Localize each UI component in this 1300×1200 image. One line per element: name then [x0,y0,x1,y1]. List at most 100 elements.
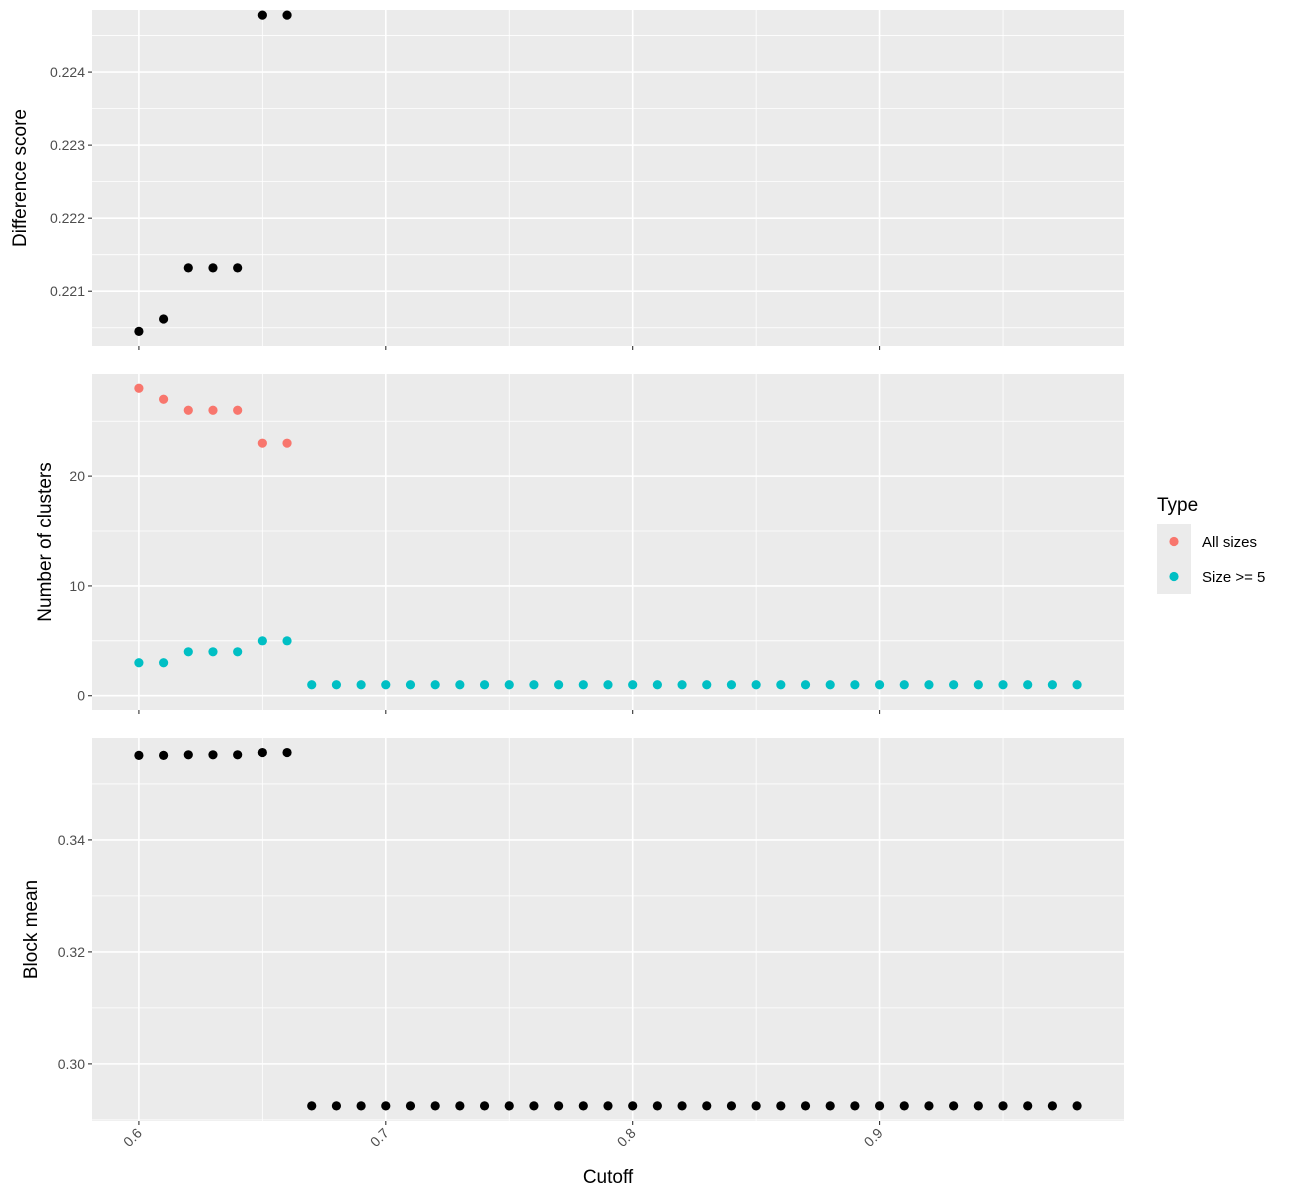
y-tick-label: 0.224 [50,64,85,80]
data-point [479,1101,490,1111]
data-point [973,680,983,690]
data-point [924,1101,934,1111]
data-point [134,326,144,336]
data-point [702,680,712,690]
legend: Type All sizes Size >= 5 [1157,495,1265,594]
data-point [405,1101,416,1111]
panel-background [92,374,1124,710]
data-point [751,680,761,690]
data-point [331,680,342,690]
y-tick-label: 0.32 [58,944,85,960]
data-point [578,680,588,690]
data-point [504,680,514,690]
data-point [233,750,243,760]
data-point [331,1101,342,1111]
data-point [208,750,218,760]
data-point [134,658,144,668]
series-points [134,636,1082,690]
y-tick-label: 10 [69,578,85,594]
panel-block: 0.30 0.32 0.34 Block mean [21,738,1124,1125]
x-axis-title: Cutoff [583,1167,634,1188]
data-point [208,647,218,657]
legend-label: Size >= 5 [1202,569,1265,586]
data-point [282,438,292,448]
data-point [726,1101,737,1111]
data-point [504,1101,514,1111]
data-point [751,1101,761,1111]
series-points [134,747,1082,1111]
data-point [430,1101,440,1111]
data-point [405,680,416,690]
data-point [652,680,662,690]
data-point [233,263,243,273]
data-point [282,636,292,646]
data-point [158,658,169,668]
data-point [356,1101,366,1111]
data-point [158,394,169,404]
data-point [924,680,934,690]
data-point [158,314,169,324]
panel-background [92,10,1124,346]
data-point [874,1101,885,1111]
data-point [1047,680,1058,690]
data-point [208,263,218,273]
y-tick-label: 0.221 [50,283,85,299]
data-point [257,747,267,758]
data-point [677,680,687,690]
data-point [776,680,786,690]
data-point [554,680,564,690]
data-point [628,1101,638,1111]
legend-entry: All sizes [1157,524,1257,559]
data-point [529,680,539,690]
data-point [208,405,218,415]
data-point [257,636,267,646]
data-point [455,1101,465,1111]
data-point [652,1101,662,1111]
data-point [603,680,613,690]
data-point [998,1101,1008,1111]
legend-title: Type [1157,495,1198,516]
y-tick-label: 0.222 [50,210,85,226]
data-point [158,750,169,760]
data-point [998,680,1008,690]
data-point [800,1101,811,1111]
data-point [949,680,959,690]
data-point [134,383,144,393]
y-axis-title: Block mean [21,880,42,979]
data-point [307,1101,317,1111]
data-point [455,680,465,690]
data-point [183,750,193,760]
data-point [825,1101,835,1111]
data-point [899,680,909,690]
data-point [1047,1101,1058,1111]
data-point [430,680,440,690]
data-point [874,680,885,690]
data-point [1023,680,1033,690]
data-point [381,680,391,690]
data-point [233,647,243,657]
data-point [628,680,638,690]
data-point [479,680,490,690]
y-tick-label: 0.30 [58,1056,85,1072]
data-point [949,1101,959,1111]
data-point [702,1101,712,1111]
data-point [134,750,144,760]
y-axis-title: Difference score [10,109,31,247]
legend-key-dot [1169,536,1179,547]
panel-background [92,738,1124,1121]
series-points [134,10,292,336]
data-point [850,1101,860,1111]
data-point [183,647,193,657]
data-point [850,680,860,690]
legend-label: All sizes [1202,534,1257,551]
data-point [282,10,292,20]
legend-key-dot [1169,571,1179,582]
data-point [233,405,243,415]
data-point [578,1101,588,1111]
y-tick-label: 0.34 [58,832,85,848]
data-point [973,1101,983,1111]
data-point [1023,1101,1033,1111]
data-point [677,1101,687,1111]
data-point [1072,680,1082,690]
